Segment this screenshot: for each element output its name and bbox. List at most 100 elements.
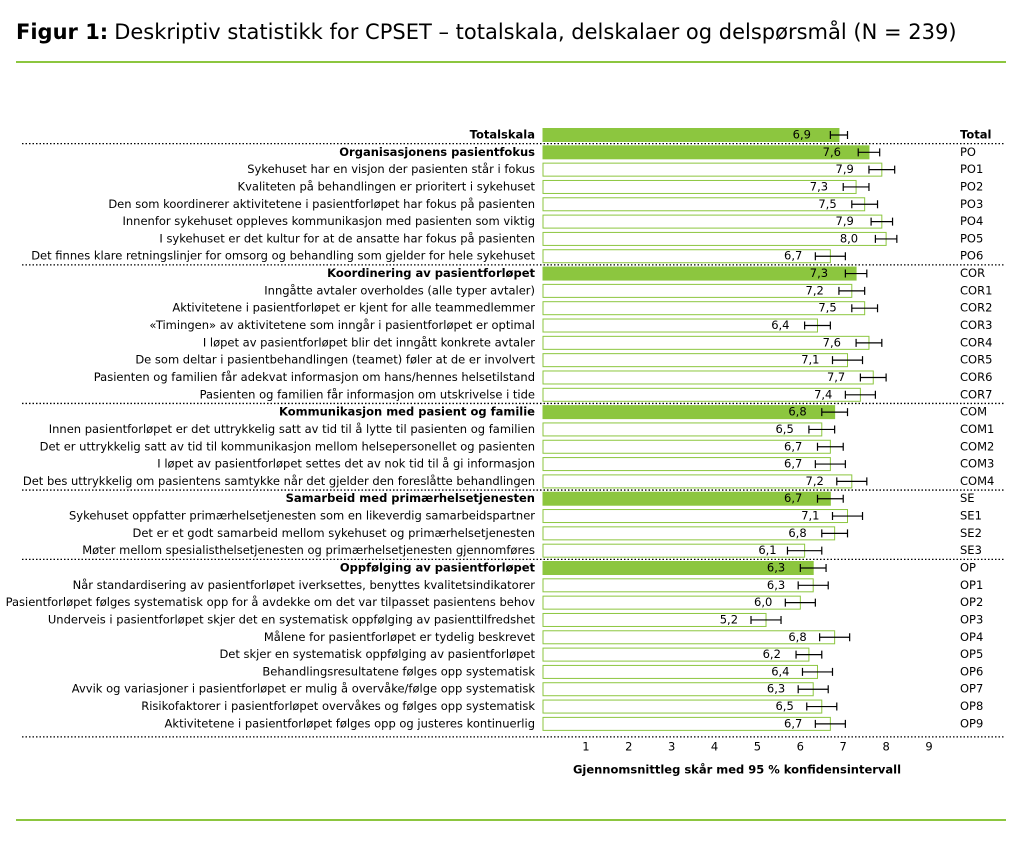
row-code: COM — [960, 405, 987, 419]
row-code: OP7 — [960, 682, 983, 696]
error-bar — [844, 390, 876, 399]
error-bar — [829, 131, 849, 139]
error-bar — [784, 598, 816, 607]
category-label: Aktivitetene i pasientforløpet følges op… — [165, 716, 535, 730]
row-code: COR4 — [960, 335, 992, 349]
row-code: OP3 — [960, 612, 983, 626]
row-code: Total — [960, 128, 991, 142]
x-tick-label: 9 — [925, 740, 932, 754]
category-label: Når standardisering av pasientforløpet i… — [73, 578, 536, 592]
chart-title: Figur 1: Deskriptiv statistikk for CPSET … — [16, 19, 957, 44]
error-bar — [857, 148, 881, 157]
error-bar — [801, 667, 834, 676]
value-label: 7,1 — [801, 509, 819, 523]
row-code: PO3 — [960, 197, 983, 211]
row-code: COR3 — [960, 318, 992, 332]
error-bar — [799, 564, 827, 572]
bar — [542, 370, 874, 385]
row-code: SE2 — [960, 526, 982, 540]
row-code: COM1 — [960, 422, 994, 436]
error-bar — [831, 356, 864, 365]
category-label: I løpet av pasientforløpet settes det av… — [157, 457, 535, 471]
category-label: Pasientforløpet følges systematisk opp f… — [6, 595, 536, 609]
value-label: 7,3 — [810, 266, 828, 280]
value-label: 6,7 — [784, 249, 802, 263]
error-bar — [819, 633, 851, 642]
row-code: PO4 — [960, 214, 983, 228]
row-code: OP — [960, 561, 976, 575]
row-code: COM2 — [960, 439, 994, 453]
row-code: COR6 — [960, 370, 992, 384]
row-code: COR7 — [960, 387, 992, 401]
row-code: COR5 — [960, 353, 992, 367]
value-label: 6,8 — [788, 405, 806, 419]
row-code: OP9 — [960, 716, 983, 730]
value-label: 7,9 — [836, 214, 854, 228]
value-label: 7,1 — [801, 353, 819, 367]
category-label: Innen pasientforløpet er det uttrykkelig… — [49, 422, 535, 436]
value-label: 7,6 — [823, 145, 841, 159]
value-label: 6,1 — [758, 543, 776, 557]
bar — [542, 145, 870, 160]
value-label: 6,7 — [784, 457, 802, 471]
error-bar — [814, 252, 846, 261]
category-label: Avvik og variasjoner i pasientforløpet e… — [72, 682, 536, 696]
category-label: Innenfor sykehuset oppleves kommunikasjo… — [122, 214, 535, 228]
error-bar — [821, 408, 849, 417]
error-bar — [870, 217, 894, 226]
category-label: Den som koordinerer aktivitetene i pasie… — [108, 197, 535, 211]
category-label: Samarbeid med primærhelsetjenesten — [286, 491, 535, 505]
row-code: OP2 — [960, 595, 983, 609]
x-tick-label: 7 — [840, 740, 847, 754]
value-label: 6,5 — [775, 699, 793, 713]
value-label: 7,5 — [818, 197, 836, 211]
error-bar — [797, 685, 829, 694]
value-label: 6,8 — [788, 526, 806, 540]
error-bar — [795, 650, 823, 659]
category-label: Underveis i pasientforløpet skjer det en… — [48, 612, 536, 626]
value-label: 6,8 — [788, 630, 806, 644]
error-bar — [806, 702, 838, 711]
value-label: 6,4 — [771, 664, 789, 678]
row-code: PO1 — [960, 162, 983, 176]
title-text: Deskriptiv statistikk for CPSET – totals… — [114, 19, 956, 44]
category-label: Møter mellom spesialisthelsetjenesten og… — [82, 543, 535, 557]
title-label: Figur 1: — [16, 20, 108, 44]
value-label: 7,2 — [806, 283, 824, 297]
row-code: PO6 — [960, 249, 983, 263]
category-label: Inngåtte avtaler overholdes (alle typer … — [264, 283, 535, 297]
row-code: OP6 — [960, 664, 983, 678]
error-bar — [874, 234, 898, 243]
bar — [542, 231, 887, 246]
bar — [542, 214, 883, 229]
bar — [542, 301, 866, 316]
error-bar — [804, 321, 831, 330]
x-tick-label: 5 — [754, 740, 761, 754]
error-bar — [851, 200, 879, 209]
row-code: PO — [960, 145, 976, 159]
error-bar — [814, 719, 846, 728]
row-code: SE3 — [960, 543, 982, 557]
category-label: «Timingen» av aktivitetene som inngår i … — [149, 318, 535, 332]
category-label: Risikofaktorer i pasientforløpet overvåk… — [141, 699, 535, 713]
value-label: 7,2 — [806, 474, 824, 488]
x-tick-label: 6 — [797, 740, 804, 754]
x-tick-label: 8 — [882, 740, 889, 754]
error-bar — [821, 529, 849, 538]
category-label: Koordinering av pasientforløpet — [327, 266, 535, 280]
x-tick-label: 1 — [582, 740, 589, 754]
value-label: 6,7 — [784, 716, 802, 730]
row-code: COR1 — [960, 283, 992, 297]
category-label: Kvaliteten på behandlingen er prioritert… — [238, 179, 536, 193]
category-label: Det bes uttrykkelig om pasientens samtyk… — [23, 474, 535, 488]
value-label: 6,4 — [771, 318, 789, 332]
error-bar — [816, 442, 844, 451]
error-bar — [842, 182, 870, 191]
value-label: 6,7 — [784, 491, 802, 505]
category-label: Aktivitetene i pasientforløpet er kjent … — [172, 301, 535, 315]
error-bar — [831, 512, 864, 521]
category-label: Det er uttrykkelig satt av tid til kommu… — [40, 439, 535, 453]
value-label: 6,0 — [754, 595, 772, 609]
category-label: I løpet av pasientforløpet blir det inng… — [203, 335, 535, 349]
bar — [542, 162, 883, 177]
